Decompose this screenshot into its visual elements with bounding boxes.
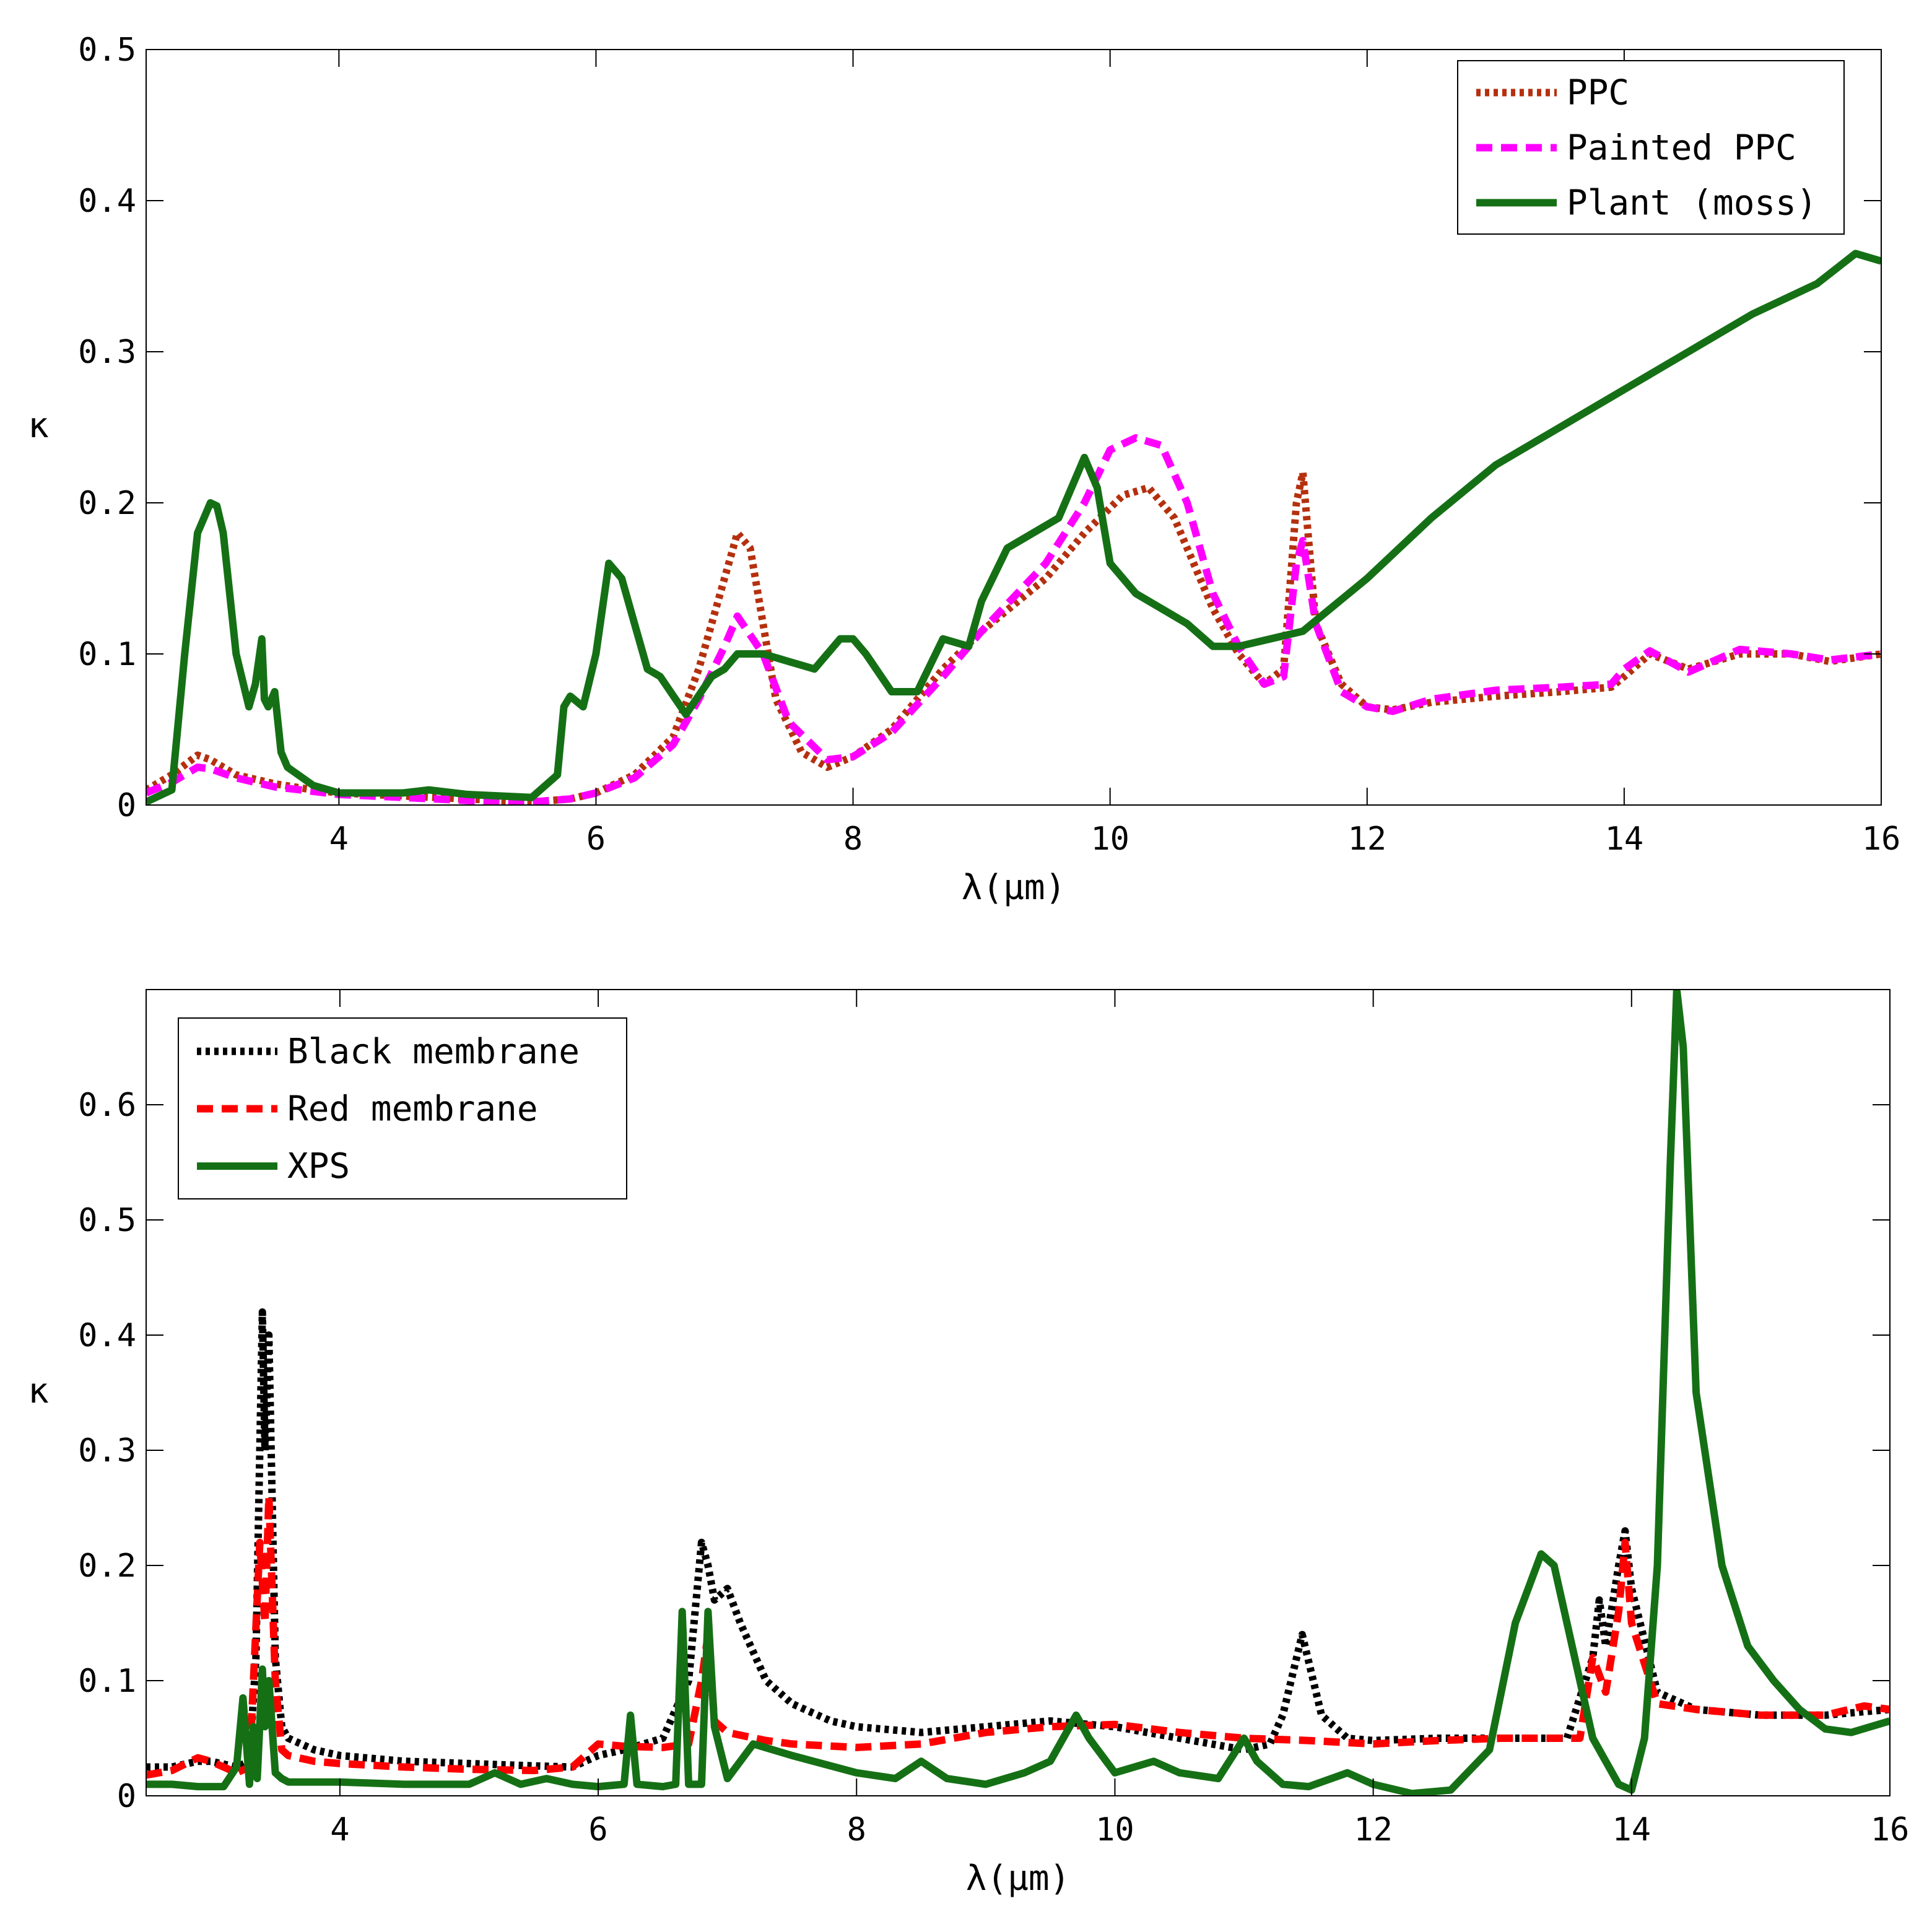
- series-line-2: [146, 1492, 1890, 1779]
- y-axis-label: κ: [28, 406, 49, 446]
- legend-label-3: Plant (moss): [1567, 183, 1817, 223]
- x-axis-label: λ(μm): [962, 868, 1066, 908]
- series-line-2: [146, 434, 1881, 805]
- y-tick-label: 0.2: [78, 485, 136, 522]
- y-axis-label: κ: [28, 1371, 49, 1411]
- y-tick-label: 0.5: [78, 32, 136, 69]
- y-tick-label: 0.1: [78, 636, 136, 673]
- x-tick-label: 16: [1862, 821, 1901, 858]
- y-tick-label: 0.2: [78, 1548, 136, 1585]
- series-line-3: [146, 250, 1881, 805]
- y-tick-label: 0.3: [78, 1432, 136, 1469]
- x-tick-label: 12: [1354, 1811, 1393, 1848]
- x-tick-label: 4: [329, 821, 349, 858]
- legend-label-2: Painted PPC: [1567, 128, 1796, 168]
- legend-label-1: PPC: [1567, 73, 1629, 113]
- x-tick-label: 6: [588, 1811, 607, 1848]
- y-tick-label: 0: [117, 787, 136, 824]
- legend-label-2: Red membrane: [287, 1089, 538, 1129]
- x-tick-label: 6: [586, 821, 606, 858]
- y-tick-label: 0.3: [78, 334, 136, 371]
- series-line-1: [146, 1308, 1890, 1771]
- x-tick-label: 8: [843, 821, 863, 858]
- x-tick-label: 14: [1612, 1811, 1651, 1848]
- x-tick-label: 4: [330, 1811, 349, 1848]
- y-tick-label: 0.5: [78, 1202, 136, 1239]
- y-tick-label: 0: [117, 1778, 136, 1815]
- x-tick-label: 14: [1605, 821, 1644, 858]
- axes-frame: [146, 49, 1882, 806]
- legend: PPC Painted PPC Plant (moss): [1457, 60, 1845, 235]
- y-tick-label: 0.4: [78, 1317, 136, 1354]
- legend: Black membrane Red membrane XPS: [178, 1017, 627, 1199]
- chart-bottom: 4 6 8 10 12 14 16 0 0.1 0.2 0.3 0.4 0.5 0.6 λ(μm) κ Blac…: [28, 989, 1910, 1899]
- x-tick-label: 8: [847, 1811, 866, 1848]
- y-tick-label: 0.4: [78, 183, 136, 220]
- chart-top: 4 6 8 10 12 14 16 0 0.1 0.2 0.3 0.4 0.5 λ(μm) κ PPC Pain…: [28, 32, 1900, 908]
- legend-label-3: XPS: [287, 1146, 350, 1186]
- axes-frame: [146, 989, 1891, 1796]
- x-axis-label: λ(μm): [966, 1858, 1071, 1899]
- legend-label-1: Black membrane: [287, 1032, 580, 1072]
- y-tick-label: 0.6: [78, 1087, 136, 1124]
- x-tick-label: 10: [1090, 821, 1129, 858]
- series-group: [146, 250, 1881, 805]
- y-tick-label: 0.1: [78, 1663, 136, 1700]
- x-tick-label: 12: [1347, 821, 1386, 858]
- x-tick-label: 10: [1095, 1811, 1134, 1848]
- x-tick-label: 16: [1871, 1811, 1910, 1848]
